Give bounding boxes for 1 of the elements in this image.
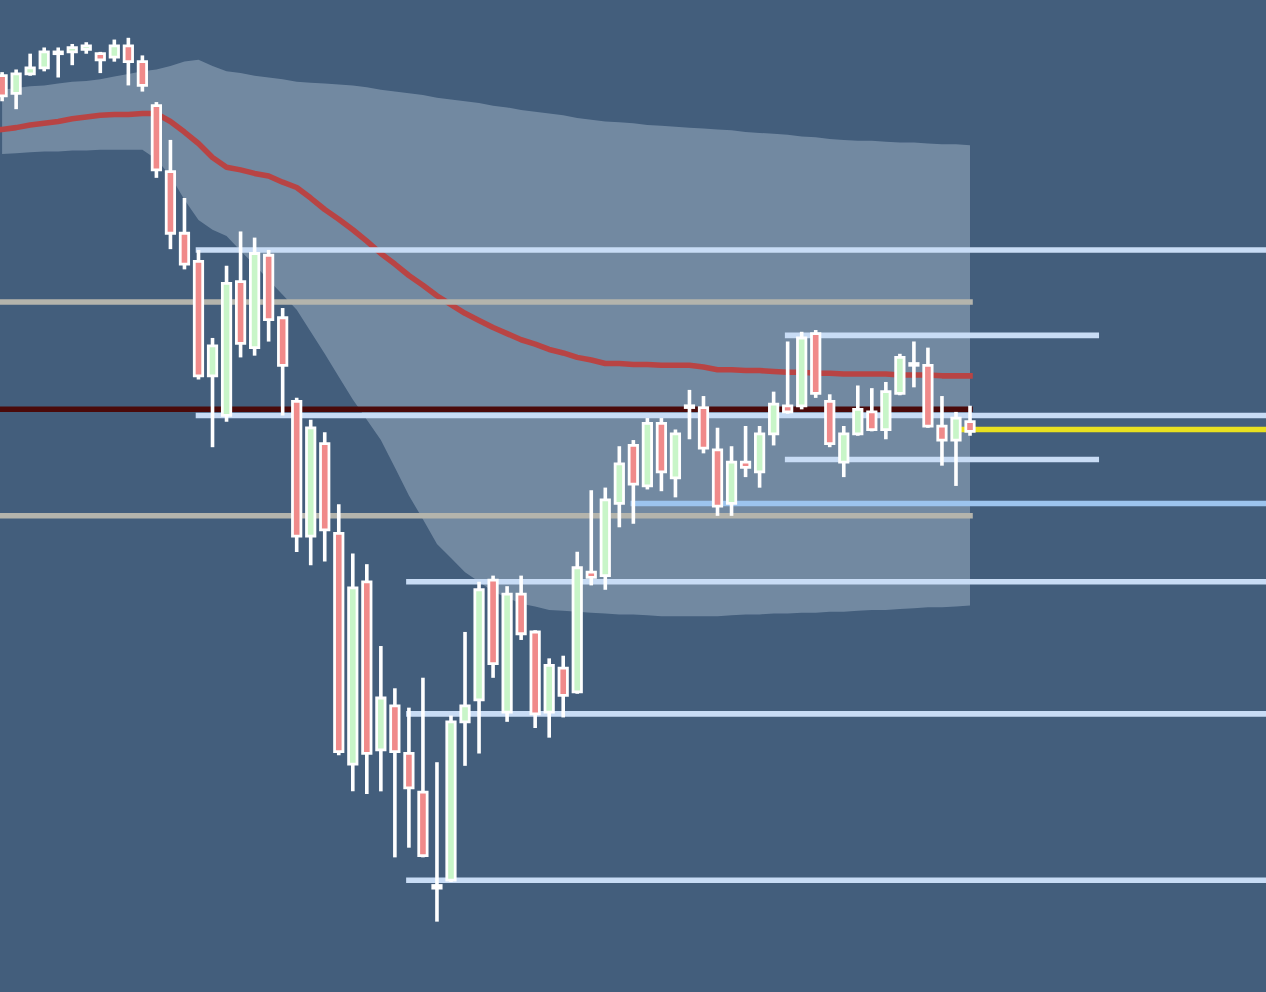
candlestick: [431, 762, 443, 922]
